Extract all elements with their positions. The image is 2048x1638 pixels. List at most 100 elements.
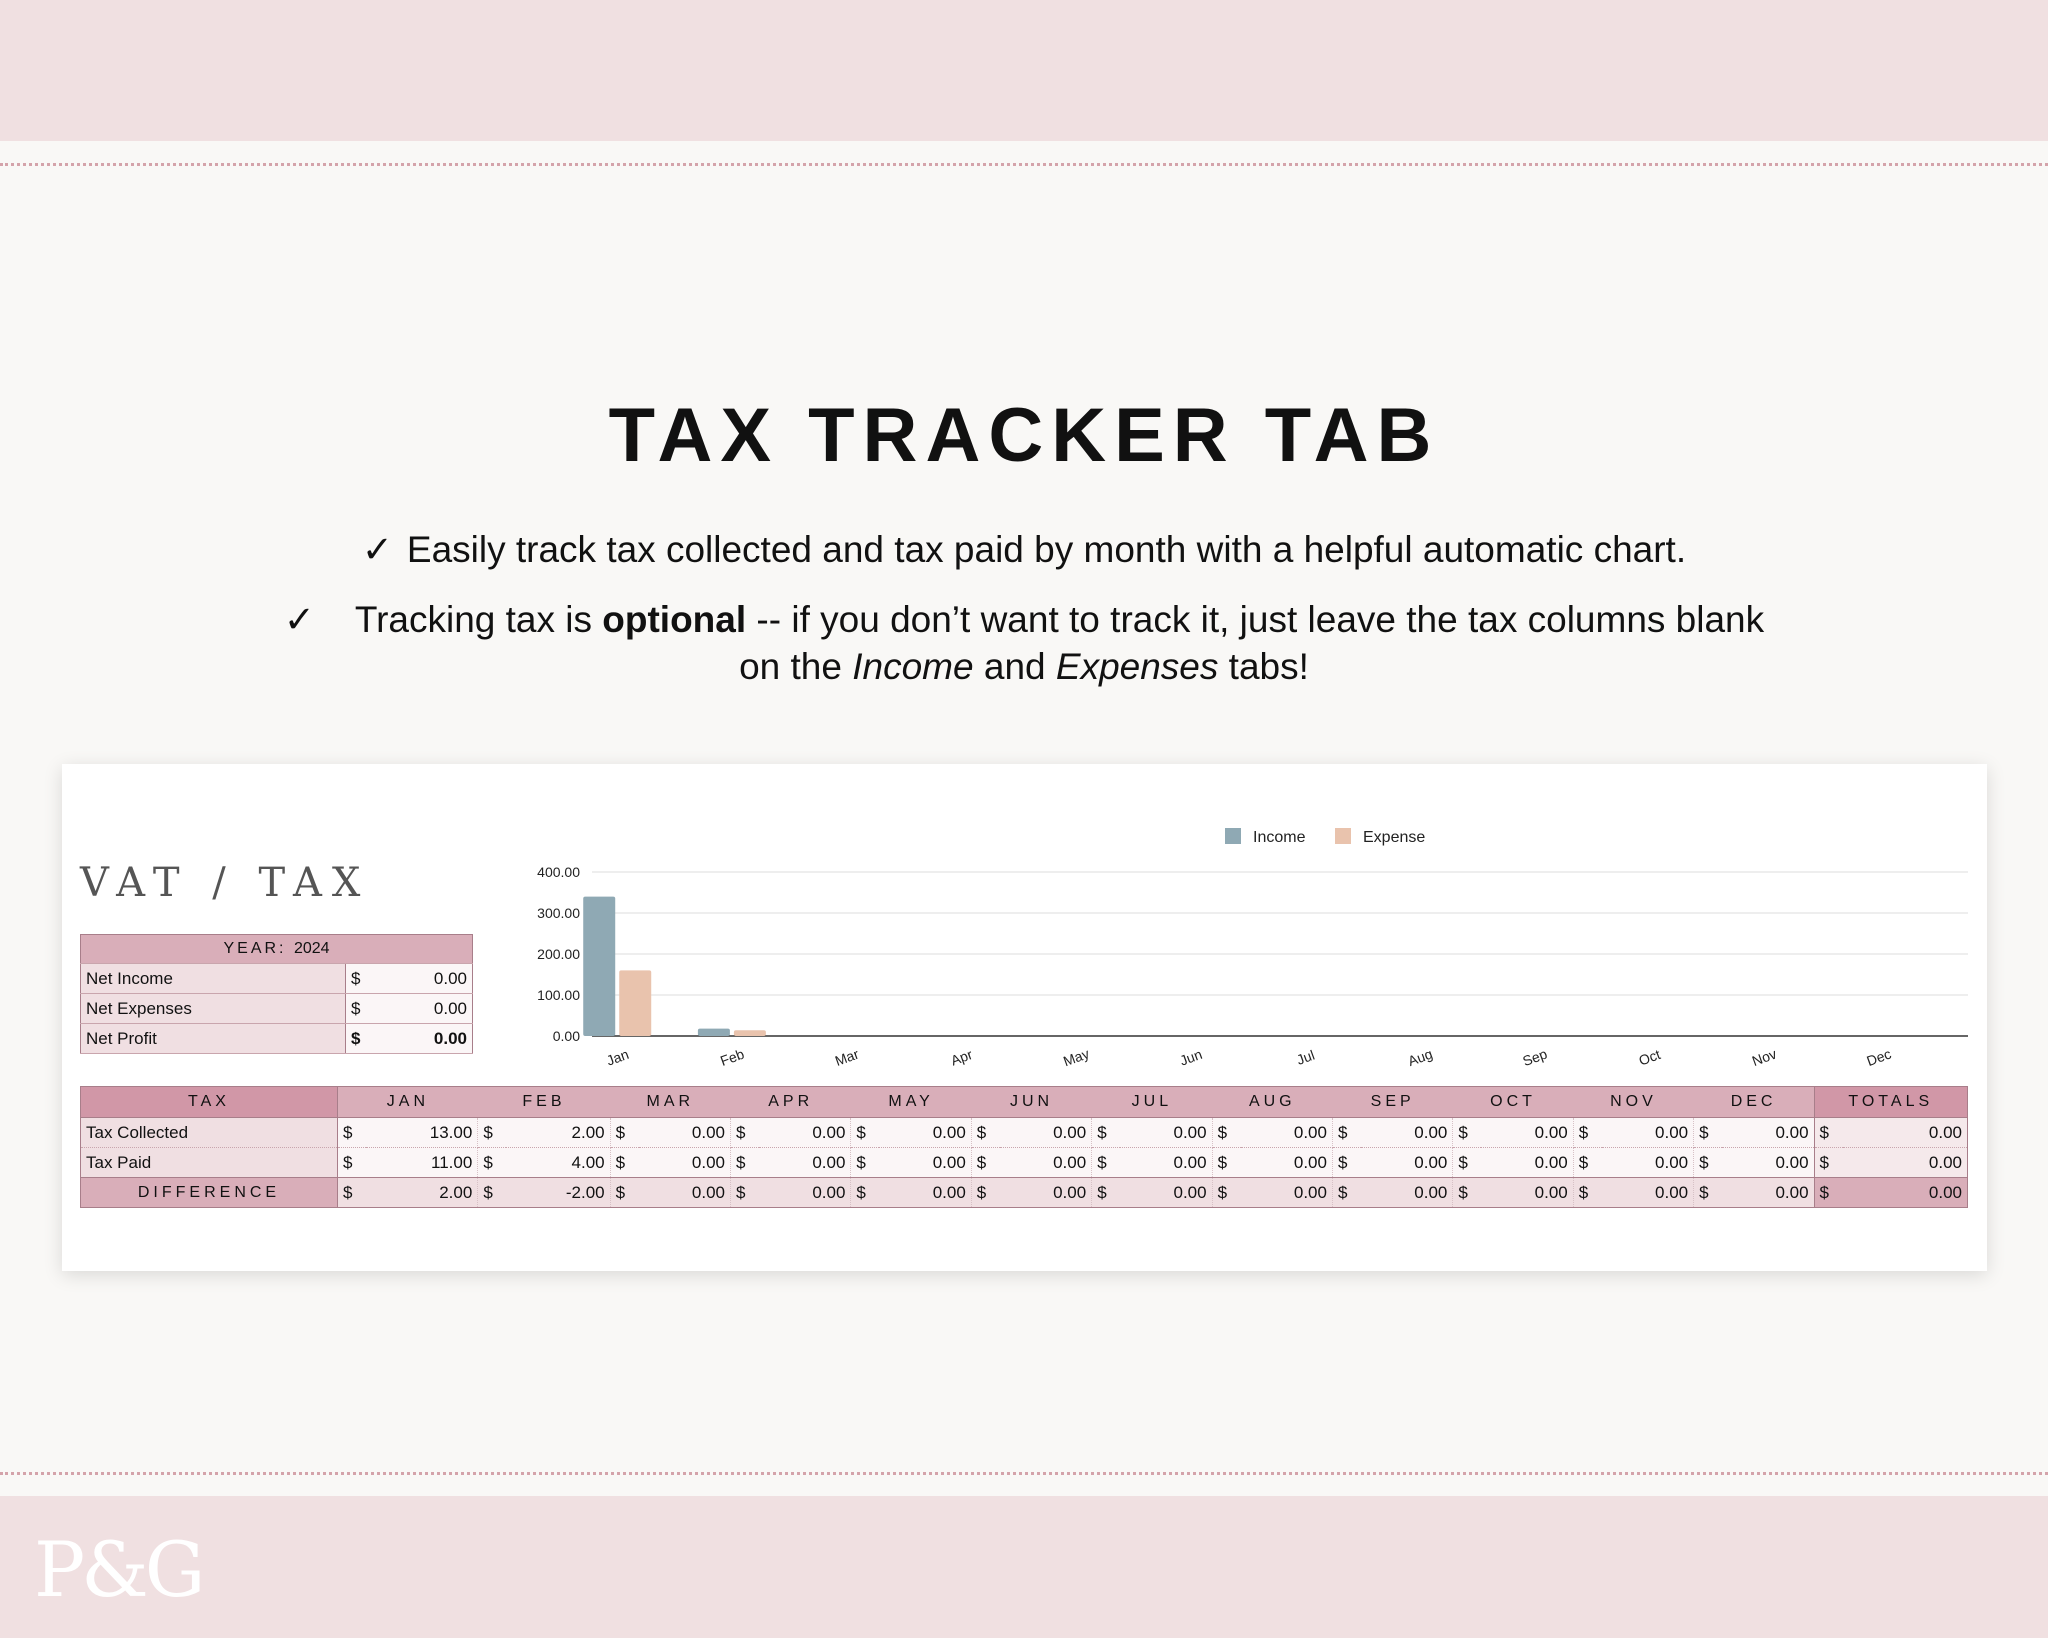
- currency-symbol: $: [1091, 1117, 1121, 1148]
- tax-cell[interactable]: 0.00: [999, 1117, 1093, 1148]
- currency-symbol: $: [1332, 1177, 1361, 1208]
- bar-income: [583, 896, 616, 1036]
- currency-symbol: $: [1573, 1117, 1602, 1148]
- tax-cell[interactable]: 0.00: [1120, 1177, 1213, 1208]
- currency-symbol: $: [850, 1147, 880, 1178]
- tax-cell[interactable]: 0.00: [1360, 1117, 1454, 1148]
- header-month: FEB: [477, 1086, 611, 1118]
- tax-cell[interactable]: 0.00: [1360, 1177, 1454, 1208]
- tax-row: Tax Collected $13.00 $2.00 $0.00 $0.00 $0.00 $…: [80, 1117, 1968, 1148]
- tax-cell[interactable]: 0.00: [1240, 1177, 1333, 1208]
- tax-cell[interactable]: 2.00: [366, 1177, 479, 1208]
- currency-symbol: $: [1452, 1117, 1482, 1148]
- tax-cell[interactable]: 0.00: [759, 1147, 852, 1178]
- legend-swatch-expense: [1335, 828, 1351, 844]
- x-tick-label: May: [1061, 1045, 1091, 1069]
- tax-cell[interactable]: 0.00: [1481, 1117, 1574, 1148]
- currency-symbol: $: [1813, 1147, 1843, 1178]
- bullet-2-text-c: on the: [739, 646, 853, 687]
- summary-value[interactable]: 0.00: [376, 993, 473, 1024]
- currency-symbol: $: [477, 1117, 507, 1148]
- currency-symbol: $: [610, 1177, 639, 1208]
- tax-total-cell: 0.00: [1842, 1147, 1968, 1178]
- header-month: DEC: [1693, 1086, 1815, 1118]
- tax-cell[interactable]: 0.00: [1481, 1177, 1574, 1208]
- tax-cell[interactable]: 0.00: [1601, 1117, 1695, 1148]
- currency-symbol: $: [850, 1177, 880, 1208]
- sheet-title: VAT / TAX: [80, 860, 371, 906]
- tax-cell[interactable]: 4.00: [506, 1147, 611, 1178]
- summary-value[interactable]: 0.00: [376, 963, 473, 994]
- currency-symbol: $: [1332, 1147, 1361, 1178]
- tax-cell[interactable]: 0.00: [1722, 1117, 1815, 1148]
- tax-cell[interactable]: -2.00: [506, 1177, 611, 1208]
- tax-cell[interactable]: 11.00: [366, 1147, 479, 1178]
- year-cell[interactable]: YEAR: 2024: [80, 934, 473, 964]
- tax-cell[interactable]: 13.00: [366, 1117, 479, 1148]
- header-tax: TAX: [80, 1086, 338, 1118]
- tax-table: TAX JAN FEB MAR APR MAY JUN JUL AUG SEP OCT NOV DEC T…: [80, 1086, 1968, 1208]
- tax-cell[interactable]: 0.00: [638, 1147, 732, 1178]
- summary-value[interactable]: 0.00: [376, 1023, 473, 1054]
- x-tick-label: Jul: [1294, 1047, 1316, 1068]
- summary-label: Net Profit: [80, 1023, 346, 1054]
- tax-cell[interactable]: 0.00: [1481, 1147, 1574, 1178]
- tax-cell[interactable]: 0.00: [1240, 1147, 1333, 1178]
- currency-symbol: $: [971, 1177, 1000, 1208]
- header-month: MAR: [610, 1086, 731, 1118]
- x-tick-label: Sep: [1520, 1045, 1549, 1069]
- bullet-2-bold: optional: [602, 599, 747, 640]
- summary-row: Net Expenses $ 0.00: [80, 993, 473, 1024]
- x-tick-label: Nov: [1750, 1046, 1779, 1070]
- checkmark-icon: ✓: [283, 599, 315, 640]
- header-month: JUN: [971, 1086, 1092, 1118]
- tax-cell[interactable]: 0.00: [879, 1147, 972, 1178]
- currency-symbol: $: [971, 1117, 1000, 1148]
- tax-cell[interactable]: 0.00: [1722, 1177, 1815, 1208]
- currency-symbol: $: [1693, 1147, 1723, 1178]
- tax-cell[interactable]: 0.00: [1722, 1147, 1815, 1178]
- tax-cell[interactable]: 0.00: [1360, 1147, 1454, 1178]
- y-tick-label: 0.00: [553, 1028, 580, 1044]
- tax-cell[interactable]: 0.00: [638, 1117, 732, 1148]
- currency-symbol: $: [730, 1117, 760, 1148]
- tax-total-cell: 0.00: [1842, 1177, 1968, 1208]
- brand-logo: P&G: [34, 1525, 205, 1614]
- tax-cell[interactable]: 0.00: [999, 1177, 1093, 1208]
- tax-cell[interactable]: 2.00: [506, 1117, 611, 1148]
- currency-symbol: $: [1212, 1177, 1241, 1208]
- tax-cell[interactable]: 0.00: [759, 1117, 852, 1148]
- tax-cell[interactable]: 0.00: [759, 1177, 852, 1208]
- header-month: APR: [730, 1086, 851, 1118]
- currency-symbol: $: [610, 1117, 639, 1148]
- currency-symbol: $: [971, 1147, 1000, 1178]
- tax-cell[interactable]: 0.00: [1120, 1117, 1213, 1148]
- tax-cell[interactable]: 0.00: [879, 1117, 972, 1148]
- x-tick-label: Jun: [1178, 1046, 1205, 1069]
- page-headline: TAX TRACKER TAB: [608, 393, 1440, 478]
- currency-symbol: $: [337, 1147, 366, 1178]
- tax-cell[interactable]: 0.00: [1240, 1117, 1333, 1148]
- bullet-2-text-e: tabs!: [1218, 646, 1309, 687]
- tax-cell[interactable]: 0.00: [1120, 1147, 1213, 1178]
- header-totals: TOTALS: [1813, 1086, 1968, 1118]
- feature-bullet-1: ✓ Easily track tax collected and tax paid…: [0, 526, 2048, 573]
- tax-cell[interactable]: 0.00: [1601, 1147, 1695, 1178]
- summary-row: Net Income $ 0.00: [80, 963, 473, 994]
- currency-symbol: $: [850, 1117, 880, 1148]
- tax-cell[interactable]: 0.00: [638, 1177, 732, 1208]
- year-label: YEAR:: [223, 940, 287, 957]
- currency-symbol: $: [1813, 1117, 1843, 1148]
- tax-total-cell: 0.00: [1842, 1117, 1968, 1148]
- currency-symbol: $: [1813, 1177, 1843, 1208]
- tax-cell[interactable]: 0.00: [879, 1177, 972, 1208]
- currency-symbol: $: [345, 1023, 376, 1054]
- header-month: AUG: [1212, 1086, 1333, 1118]
- bar-expense: [619, 970, 652, 1036]
- currency-symbol: $: [1332, 1117, 1361, 1148]
- tax-cell[interactable]: 0.00: [999, 1147, 1093, 1178]
- tax-cell[interactable]: 0.00: [1601, 1177, 1695, 1208]
- feature-bullet-2: ✓ Tracking tax is optional -- if you don’…: [0, 596, 2048, 690]
- summary-table: YEAR: 2024 Net Income $ 0.00 Net Expense…: [80, 934, 473, 1054]
- currency-symbol: $: [337, 1177, 366, 1208]
